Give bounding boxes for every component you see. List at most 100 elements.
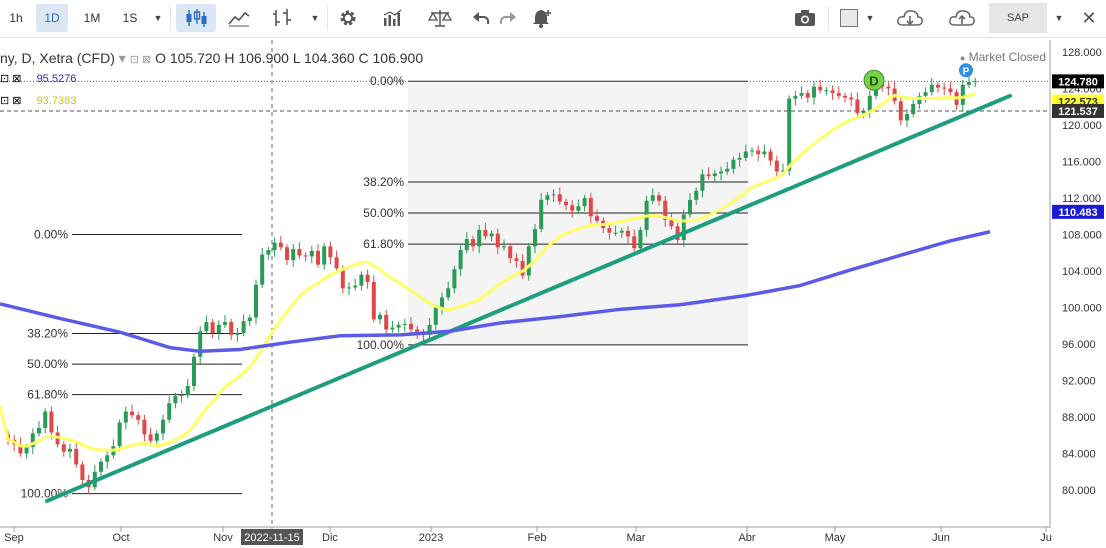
close-icon[interactable]: ✕ [1081,7,1097,28]
interval-1h-button[interactable]: 1h [9,11,23,25]
chart-type-dropdown-icon[interactable]: ▼ [310,13,320,23]
candle [68,448,72,452]
close-value: C 106.900 [358,50,424,66]
x-tick-label: Nov [213,532,233,544]
x-tick-label: 2023 [419,532,443,544]
candle [61,444,66,452]
legend-settings-icon[interactable]: ⊡ ⊠ [129,54,152,66]
candle [929,84,934,93]
candle [867,95,872,112]
y-tick-label: 104.000 [1062,266,1102,278]
candle [855,99,860,114]
interval-1m-button[interactable]: 1M [83,11,101,25]
candle [551,194,556,196]
y-tick-label: 84.000 [1062,449,1096,461]
candle [886,86,891,89]
ma200-price-tag [1052,204,1104,219]
candle [576,206,581,211]
settings-icon[interactable] [332,4,364,32]
candle [471,239,475,247]
layout-icon[interactable] [834,4,864,32]
candle [762,151,767,155]
ma1-value: 95.5276 [36,73,77,85]
candle [495,233,500,248]
candle [359,274,364,286]
close-price-tag [1052,74,1104,89]
candle [669,219,674,227]
symbol-box[interactable]: SAP [989,3,1047,33]
price-chart[interactable]: 0.00%38.20%50.00%61.80%100.00%0.00%38.20… [0,38,1106,548]
candle [545,195,550,200]
layout-dropdown-icon[interactable]: ▼ [865,13,875,23]
scales-icon[interactable] [423,4,457,32]
candle [204,322,209,332]
candle [632,236,637,249]
indicator-icon[interactable] [266,4,300,32]
toolbar: 1h 1D 1M 1S ▼ ▼ [0,0,1106,38]
candle [415,329,420,334]
close-price-tag-label: 124.780 [1058,76,1098,88]
candle [37,427,41,434]
redo-icon[interactable] [494,4,522,32]
candle [502,246,506,248]
symbol-dropdown-icon[interactable]: ▼ [1054,13,1064,23]
ma2-settings-icon[interactable]: ⊡ ⊠ [0,95,22,107]
candle [105,455,110,462]
fib-level-label: 0.00% [34,228,68,242]
candle [942,87,947,89]
candle [235,333,240,335]
candle [334,257,339,269]
legend-dropdown-icon[interactable]: ▾ [118,50,126,66]
cloud-upload-icon[interactable] [942,4,982,32]
candle [167,403,172,420]
fib-level-label: 50.00% [27,357,68,371]
ma2-value: 93.7383 [36,95,77,107]
y-tick-label: 100.000 [1062,303,1102,315]
candle [861,111,866,114]
fib-level-label: 38.20% [363,175,404,189]
interval-1s-button[interactable]: 1S [122,11,138,25]
candle [123,411,128,423]
candle [452,269,457,289]
open-value: O 105.720 [155,50,221,66]
candle [353,285,358,288]
candle [905,114,909,121]
candlestick-icon[interactable] [176,4,216,32]
volume-icon[interactable] [376,4,410,32]
candle [793,95,798,99]
low-value: L 104.360 [292,50,355,66]
candle [347,287,351,289]
candle [254,284,258,318]
candle [923,92,928,96]
candle [619,230,624,233]
candle [805,93,810,98]
cloud-download-icon[interactable] [890,4,930,32]
crosshair-date-box [241,529,303,545]
x-tick-label: Feb [528,532,547,544]
ma1-settings-icon[interactable]: ⊡ ⊠ [0,73,22,85]
dividend-marker [863,69,885,91]
candle [272,242,277,251]
candle [80,464,85,480]
y-tick-label: 92.000 [1062,376,1096,388]
x-tick-label: Sep [4,532,24,544]
candle [291,249,296,261]
candle [142,419,147,435]
interval-1d-button[interactable]: 1D [36,4,68,32]
x-tick-label: Mar [627,532,646,544]
candle [917,95,922,105]
interval-dropdown-icon[interactable]: ▼ [153,13,163,23]
candle [520,260,525,276]
x-tick-label: Jun [932,532,950,544]
candle [185,385,190,396]
ma-blue-line [0,230,991,354]
alert-icon[interactable] [526,4,558,32]
camera-icon[interactable] [788,4,822,32]
candle [675,226,680,240]
undo-icon[interactable] [467,4,495,32]
candle [446,288,451,298]
candle [681,214,686,240]
line-chart-icon[interactable] [222,4,256,32]
candle [706,174,711,177]
candle [588,198,593,217]
